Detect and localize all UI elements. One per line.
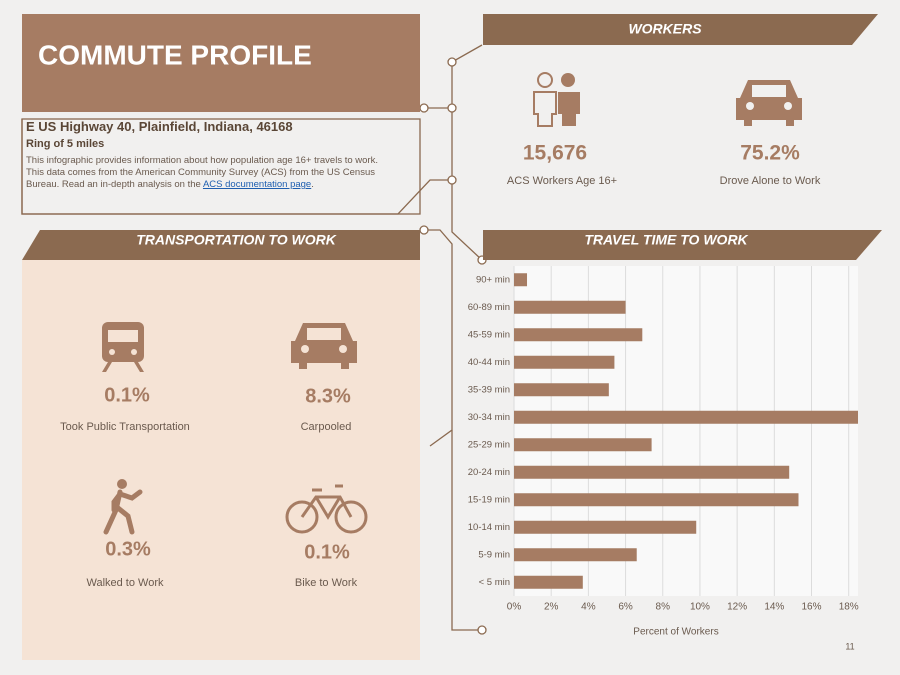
- y-tick-label: 10-14 min: [468, 522, 510, 533]
- description-block: This infographic provides information ab…: [26, 155, 398, 191]
- y-tick-label: 20-24 min: [468, 467, 510, 478]
- bar: [514, 410, 858, 424]
- y-tick-label: 60-89 min: [468, 302, 510, 313]
- x-tick-label: 16%: [802, 602, 822, 613]
- stat-label: Bike to Work: [295, 577, 358, 589]
- title-box: [22, 14, 420, 112]
- section-title: TRAVEL TIME TO WORK: [584, 232, 748, 248]
- y-tick-label: 40-44 min: [468, 357, 510, 368]
- workers-banner: [483, 14, 878, 45]
- page-title: COMMUTE PROFILE: [38, 39, 312, 70]
- x-axis-label: Percent of Workers: [633, 627, 718, 638]
- y-tick-label: < 5 min: [479, 577, 510, 588]
- y-tick-label: 15-19 min: [468, 494, 510, 505]
- travel-banner: [483, 230, 882, 260]
- y-tick-label: 30-34 min: [468, 412, 510, 423]
- transport-banner: [22, 230, 420, 260]
- bar: [514, 383, 609, 397]
- x-tick-label: 12%: [727, 602, 747, 613]
- section-title: WORKERS: [628, 21, 702, 37]
- y-tick-label: 90+ min: [476, 274, 510, 285]
- car-icon: [736, 80, 802, 126]
- people-icon: [533, 72, 580, 127]
- walk-icon: [103, 479, 143, 535]
- bar: [514, 300, 626, 314]
- x-tick-label: 0%: [507, 602, 522, 613]
- bar: [514, 465, 790, 479]
- x-tick-label: 10%: [690, 602, 710, 613]
- chart: 0% 2% 4% 6% 8% 10% 12% 14% 16% 18% Percent of Work…: [468, 266, 859, 638]
- bike-icon: [285, 484, 368, 534]
- bar: [514, 328, 643, 342]
- bar: [514, 438, 652, 452]
- stat-value: 15,676: [523, 142, 587, 165]
- x-tick-label: 2%: [544, 602, 559, 613]
- stat-value: 0.1%: [104, 384, 150, 406]
- stat-label: Took Public Transportation: [60, 421, 190, 433]
- plot-area: [514, 266, 858, 596]
- x-tick-label: 18%: [839, 602, 859, 613]
- x-tick-label: 4%: [581, 602, 596, 613]
- address-box: [21, 118, 421, 215]
- stat-value: 8.3%: [305, 385, 351, 407]
- y-tick-label: 5-9 min: [478, 549, 510, 560]
- bar: [514, 355, 615, 369]
- bar: [514, 520, 697, 534]
- page-number: 11: [845, 641, 854, 651]
- stat-label: Carpooled: [301, 421, 352, 433]
- car-icon: [291, 323, 357, 369]
- doc-link[interactable]: ACS documentation page: [202, 179, 312, 190]
- bar: [514, 548, 637, 562]
- bar: [514, 273, 528, 287]
- stat-label: Drove Alone to Work: [720, 175, 821, 187]
- link-suffix: .: [311, 179, 314, 190]
- y-tick-label: 45-59 min: [468, 329, 510, 340]
- transport-panel: [22, 260, 420, 660]
- y-tick-label: 25-29 min: [468, 439, 510, 450]
- bar: [514, 575, 583, 589]
- stat-label: Walked to Work: [86, 577, 164, 589]
- x-tick-label: 6%: [618, 602, 633, 613]
- train-icon: [102, 322, 144, 372]
- address-block: E US Highway 40, Plainfield, Indiana, 46…: [26, 119, 398, 191]
- y-tick-label: 35-39 min: [468, 384, 510, 395]
- stat-value: 75.2%: [740, 142, 800, 165]
- description: This infographic provides information ab…: [26, 155, 378, 190]
- stat-value: 0.3%: [105, 538, 151, 560]
- connector-dots: [419, 57, 487, 635]
- address: E US Highway 40, Plainfield, Indiana, 46…: [26, 119, 293, 134]
- stat-value: 0.1%: [304, 541, 350, 563]
- ring: Ring of 5 miles: [26, 138, 105, 150]
- x-tick-label: 8%: [656, 602, 671, 613]
- bar: [514, 493, 799, 507]
- section-title: TRANSPORTATION TO WORK: [136, 232, 337, 248]
- x-tick-label: 14%: [764, 602, 784, 613]
- stat-label: ACS Workers Age 16+: [507, 175, 617, 187]
